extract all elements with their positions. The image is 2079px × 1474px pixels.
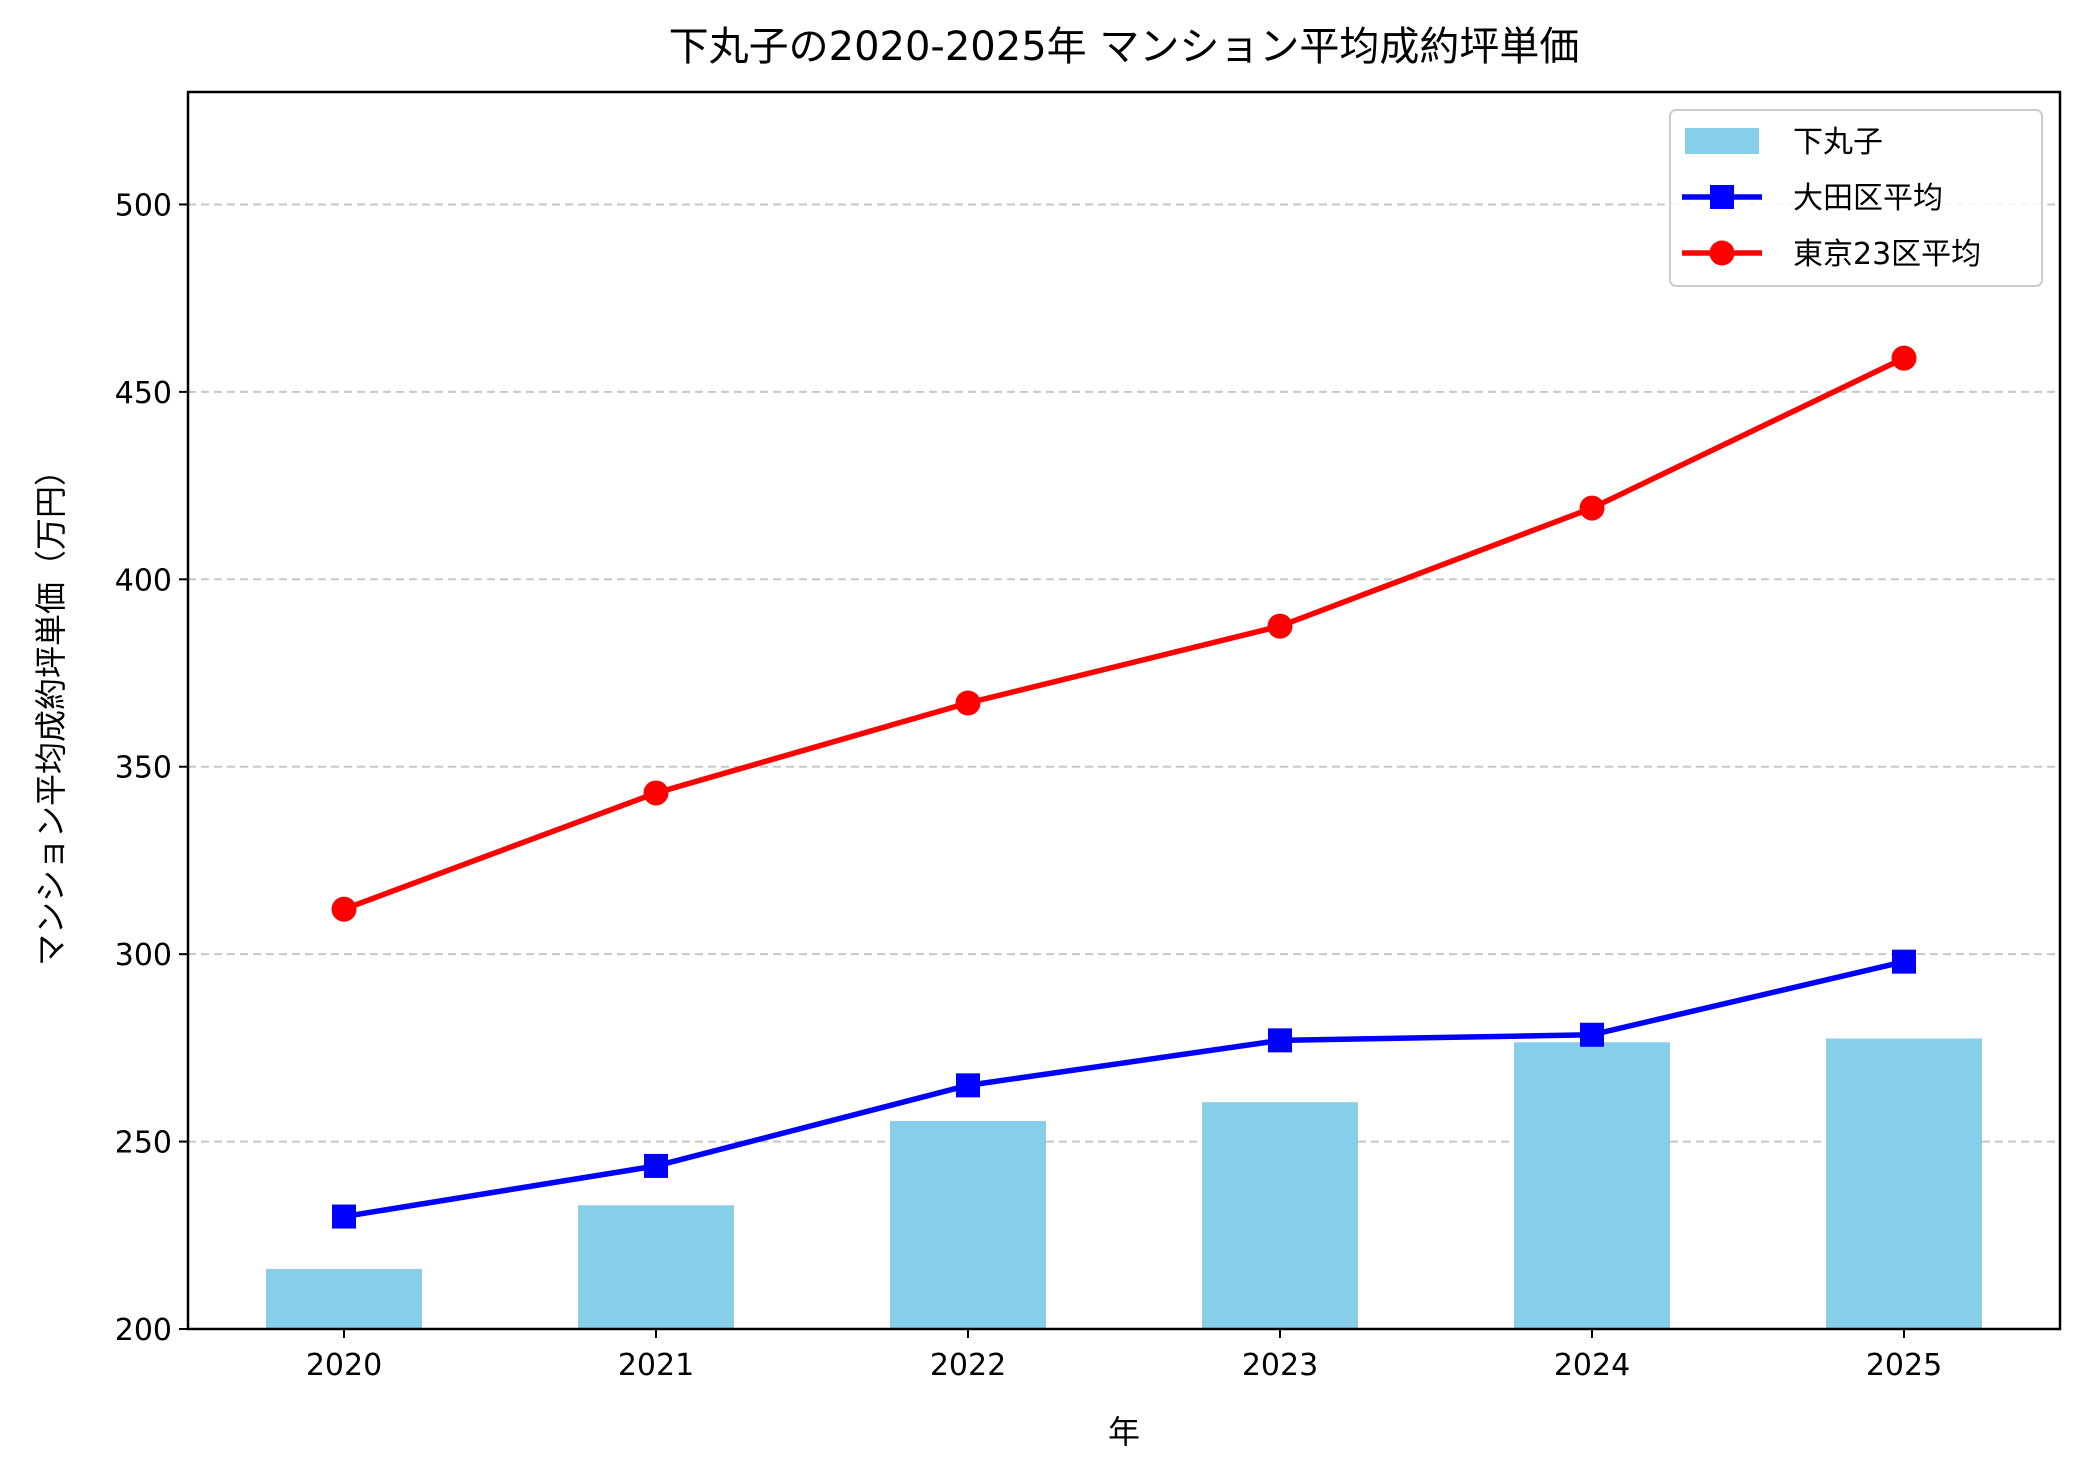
- legend-marker-square: [1710, 185, 1734, 209]
- bar: [1202, 1102, 1358, 1329]
- bar: [890, 1120, 1046, 1329]
- marker-square: [644, 1153, 668, 1178]
- y-tick-label: 400: [115, 563, 172, 598]
- y-tick-label: 450: [115, 376, 172, 411]
- marker-square: [956, 1073, 980, 1098]
- legend-swatch: [1685, 128, 1759, 154]
- bar: [578, 1205, 734, 1329]
- y-axis-label: マンション平均成約坪単価（万円）: [32, 454, 70, 966]
- legend-marker-circle: [1709, 240, 1735, 266]
- legend-label: 下丸子: [1793, 125, 1883, 160]
- bar: [266, 1269, 422, 1329]
- y-tick-label: 500: [115, 188, 172, 223]
- plot-frame: [186, 90, 2062, 1331]
- marker-circle: [331, 896, 357, 922]
- marker-circle: [1891, 345, 1917, 371]
- x-tick-label: 2025: [1866, 1348, 1942, 1383]
- x-tick-label: 2024: [1554, 1348, 1630, 1383]
- y-tick-label: 200: [115, 1313, 172, 1348]
- bar: [1826, 1038, 1982, 1329]
- marker-square: [1892, 949, 1916, 974]
- x-tick-label: 2022: [930, 1348, 1006, 1383]
- marker-square: [1268, 1028, 1292, 1053]
- marker-circle: [1267, 613, 1293, 639]
- x-tick-label: 2020: [306, 1348, 382, 1383]
- marker-circle: [1579, 495, 1605, 521]
- marker-square: [332, 1204, 356, 1229]
- marker-square: [1580, 1022, 1604, 1047]
- marker-circle: [643, 780, 669, 806]
- marker-circle: [955, 690, 981, 716]
- y-tick-label: 350: [115, 751, 172, 786]
- chart-title: 下丸子の2020-2025年 マンション平均成約坪単価: [669, 24, 1580, 70]
- x-tick-label: 2023: [1242, 1348, 1318, 1383]
- legend-box: [1669, 109, 2043, 287]
- legend-label: 東京23区平均: [1793, 237, 1981, 272]
- x-tick-label: 2021: [618, 1348, 694, 1383]
- y-tick-label: 250: [115, 1126, 172, 1161]
- x-axis-label: 年: [1108, 1413, 1140, 1451]
- bar: [1514, 1042, 1670, 1329]
- y-tick-label: 300: [115, 938, 172, 973]
- series-line: [343, 355, 1906, 912]
- series-line: [343, 958, 1905, 1220]
- legend-label: 大田区平均: [1793, 181, 1943, 216]
